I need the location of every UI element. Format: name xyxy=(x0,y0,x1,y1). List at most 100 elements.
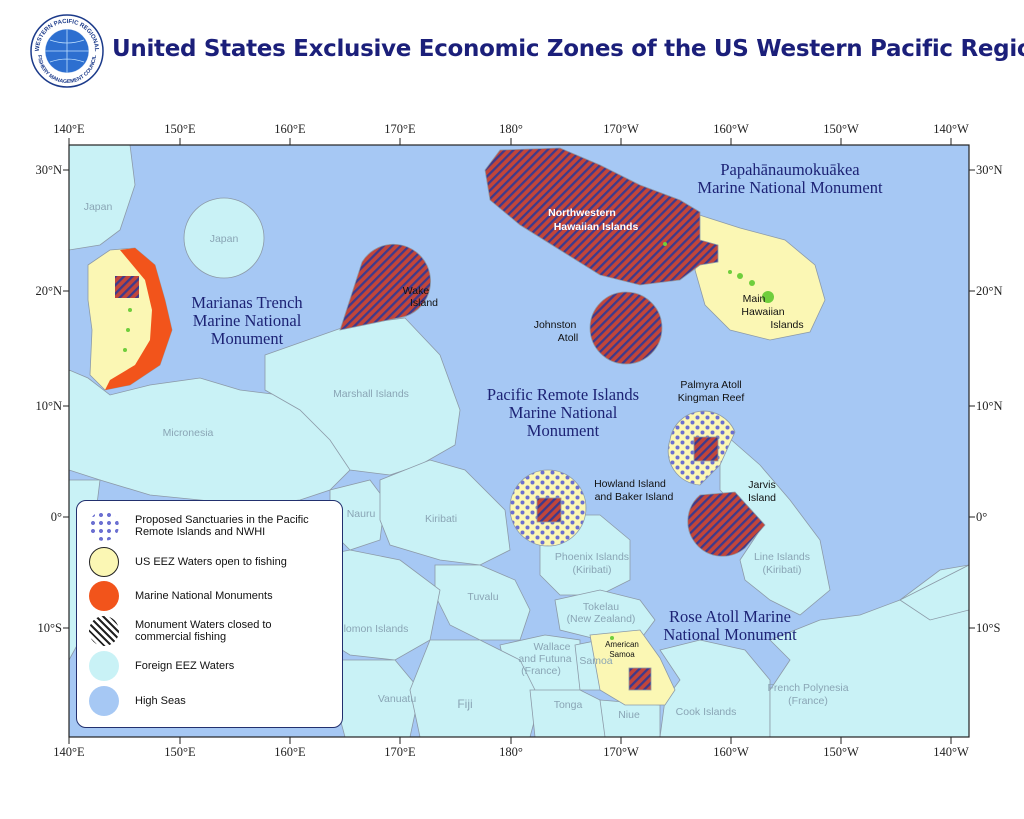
svg-text:(France): (France) xyxy=(521,665,561,677)
cyan-swatch-icon xyxy=(89,651,119,681)
left-tick-label: 10°S xyxy=(38,621,62,635)
right-tick-label: 0° xyxy=(976,510,987,524)
hatched-swatch-icon xyxy=(89,616,119,646)
johnston-monument xyxy=(589,291,663,365)
svg-text:(France): (France) xyxy=(788,695,828,707)
legend-item-high-seas: High Seas xyxy=(89,686,325,716)
main-hawaii-label: Main Hawaiian Islands xyxy=(741,293,803,331)
papahanaumokuakea-label: Papahānaumokuākea Marine National Monume… xyxy=(697,160,883,197)
svg-text:Monument: Monument xyxy=(527,421,600,440)
top-tick-label: 170°W xyxy=(603,122,639,136)
nwhi-label: Northwestern Hawaiian Islands xyxy=(548,207,638,233)
samoa-label: Samoa xyxy=(579,655,612,667)
left-tick-label: 20°N xyxy=(35,284,62,298)
bottom-tick-label: 160°W xyxy=(713,745,749,759)
svg-text:Papahānaumokuākea: Papahānaumokuākea xyxy=(720,160,860,179)
bottom-axis: 140°E 150°E 160°E 170°E 180° 170°W 160°W… xyxy=(53,745,969,759)
marianas-closed-waters xyxy=(115,276,139,298)
legend-item-proposed-sanctuaries: Proposed Sanctuaries in the Pacific Remo… xyxy=(89,511,325,541)
vanuatu-label: Vanuatu xyxy=(378,693,416,705)
left-tick-label: 30°N xyxy=(35,163,62,177)
right-tick-label: 10°N xyxy=(976,399,1003,413)
svg-text:(New Zealand): (New Zealand) xyxy=(567,613,636,625)
left-axis: 30°N 20°N 10°N 0° 10°S xyxy=(35,163,62,635)
legend-label: High Seas xyxy=(135,695,186,707)
wake-label: Wake Island xyxy=(403,285,438,309)
svg-text:Wake: Wake xyxy=(403,285,430,297)
svg-text:Howland Island: Howland Island xyxy=(594,478,666,490)
niue-label: Niue xyxy=(618,709,640,721)
kiribati-eez xyxy=(379,459,511,566)
map-frame xyxy=(68,144,970,738)
cook-islands-label: Cook Islands xyxy=(676,706,737,718)
svg-text:Phoenix Islands: Phoenix Islands xyxy=(555,551,629,563)
legend-label: Monument Waters closed to commercial fis… xyxy=(135,619,272,643)
blue-swatch-icon xyxy=(89,686,119,716)
bottom-tick-label: 150°E xyxy=(164,745,196,759)
top-axis: 140°E 150°E 160°E 170°E 180° 170°W 160°W… xyxy=(53,122,969,136)
top-tick-label: 140°E xyxy=(53,122,85,136)
japan-eez-2 xyxy=(183,197,265,279)
yellow-swatch-icon xyxy=(89,547,119,577)
top-tick-label: 180° xyxy=(499,122,523,136)
legend-item-foreign-eez: Foreign EEZ Waters xyxy=(89,651,325,681)
top-tick-label: 140°W xyxy=(933,122,969,136)
left-tick-label: 10°N xyxy=(35,399,62,413)
rose-atoll-closed-waters xyxy=(628,667,652,691)
fiji-label: Fiji xyxy=(457,697,472,711)
svg-text:Jarvis: Jarvis xyxy=(748,479,775,491)
svg-text:Johnston: Johnston xyxy=(534,319,577,331)
tonga-label: Tonga xyxy=(554,699,583,711)
svg-text:Rose Atoll Marine: Rose Atoll Marine xyxy=(669,607,791,626)
legend-label: US EEZ Waters open to fishing xyxy=(135,556,287,568)
howland-closed-waters xyxy=(536,497,562,523)
bottom-tick-label: 160°E xyxy=(274,745,306,759)
micronesia-label: Micronesia xyxy=(163,427,214,439)
legend-item-monuments: Marine National Monuments xyxy=(89,581,325,611)
jarvis-monument xyxy=(687,491,766,557)
jarvis-label: Jarvis Island xyxy=(748,479,776,504)
right-tick-label: 30°N xyxy=(976,163,1003,177)
svg-text:Marine National Monument: Marine National Monument xyxy=(697,178,883,197)
svg-text:Wallace: Wallace xyxy=(534,641,571,653)
dotted-swatch-icon xyxy=(89,511,119,541)
svg-text:Main: Main xyxy=(743,293,766,305)
marianas-label: Marianas Trench Marine National Monument xyxy=(191,293,303,348)
top-tick-label: 150°W xyxy=(823,122,859,136)
tokelau-label: Tokelau (New Zealand) xyxy=(567,601,636,625)
bottom-tick-label: 140°W xyxy=(933,745,969,759)
pri-label: Pacific Remote Islands Marine National M… xyxy=(487,385,639,440)
top-tick-label: 160°E xyxy=(274,122,306,136)
bottom-tick-label: 140°E xyxy=(53,745,85,759)
american-samoa-label: American Samoa xyxy=(605,640,639,659)
svg-text:Marine National: Marine National xyxy=(509,403,618,422)
wallis-label: Wallace and Futuna (France) xyxy=(518,641,571,677)
svg-text:Atoll: Atoll xyxy=(558,332,578,344)
palmyra-closed-waters xyxy=(693,436,719,462)
howland-baker-label: Howland Island and Baker Island xyxy=(594,478,673,503)
bottom-tick-label: 180° xyxy=(499,745,523,759)
legend-label: Foreign EEZ Waters xyxy=(135,660,235,672)
svg-text:Pacific Remote Islands: Pacific Remote Islands xyxy=(487,385,639,404)
japan-label-2: Japan xyxy=(210,233,239,245)
svg-text:Hawaiian Islands: Hawaiian Islands xyxy=(554,221,639,233)
svg-text:Marianas Trench: Marianas Trench xyxy=(191,293,303,312)
bottom-tick-label: 170°E xyxy=(384,745,416,759)
japan-eez xyxy=(69,145,136,251)
kiribati-label: Kiribati xyxy=(425,513,457,525)
japan-label: Japan xyxy=(84,201,113,213)
svg-text:French Polynesia: French Polynesia xyxy=(767,682,848,694)
phoenix-label: Phoenix Islands (Kiribati) xyxy=(555,551,629,576)
svg-text:(Kiribati): (Kiribati) xyxy=(762,564,801,576)
legend-label: Marine National Monuments xyxy=(135,590,273,602)
tokelau-eez xyxy=(554,589,656,641)
nauru-label: Nauru xyxy=(347,508,376,520)
svg-text:Island: Island xyxy=(410,297,438,309)
svg-text:Northwestern: Northwestern xyxy=(548,207,616,219)
rose-atoll-label: Rose Atoll Marine National Monument xyxy=(663,607,797,644)
line-islands-label: Line Islands (Kiribati) xyxy=(754,551,810,576)
svg-text:(Kiribati): (Kiribati) xyxy=(572,564,611,576)
wake-monument xyxy=(339,243,431,331)
solomon-label: lomon Islands xyxy=(344,623,409,635)
